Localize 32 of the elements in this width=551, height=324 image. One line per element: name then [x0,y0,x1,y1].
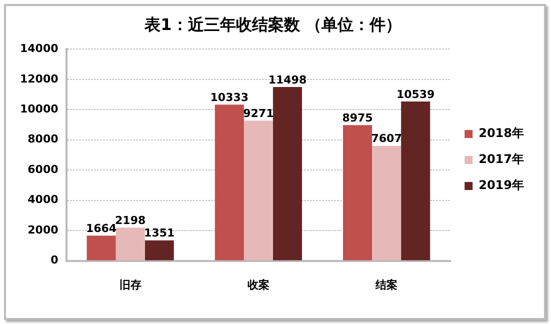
data-label: 10539 [396,88,435,101]
data-label: 1351 [144,226,175,240]
y-tick-label: 6000 [28,162,59,176]
bar [244,120,273,260]
x-tick-label: 收案 [247,278,270,292]
chart-title: 表1：近三年收结案数 （单位：件） [144,14,402,34]
y-tick-label: 12000 [20,72,59,86]
bar [144,240,174,260]
bar [214,104,244,260]
bar [86,236,116,260]
x-tick-label: 旧存 [119,278,142,292]
data-label: 11498 [268,73,307,86]
data-label: 7607 [371,132,402,146]
y-tick-label: 2000 [28,223,59,236]
data-label: 8975 [342,112,373,125]
bar [372,146,402,260]
x-tick-label: 结案 [374,278,398,292]
data-label: 2198 [115,214,146,227]
bar [342,125,372,260]
y-tick-label: 4000 [28,193,59,206]
bar [401,102,430,260]
legend-label: 2019年 [478,178,524,192]
y-tick-label: 8000 [28,132,59,146]
y-tick-label: 14000 [20,42,59,56]
bar [272,87,302,260]
legend-label: 2018年 [478,126,524,140]
data-label: 1664 [86,222,117,236]
bar [116,228,145,260]
y-tick-label: 0 [50,254,59,267]
data-label: 10333 [210,90,249,104]
legend-label: 2017年 [478,152,524,166]
y-tick-label: 10000 [20,102,59,116]
